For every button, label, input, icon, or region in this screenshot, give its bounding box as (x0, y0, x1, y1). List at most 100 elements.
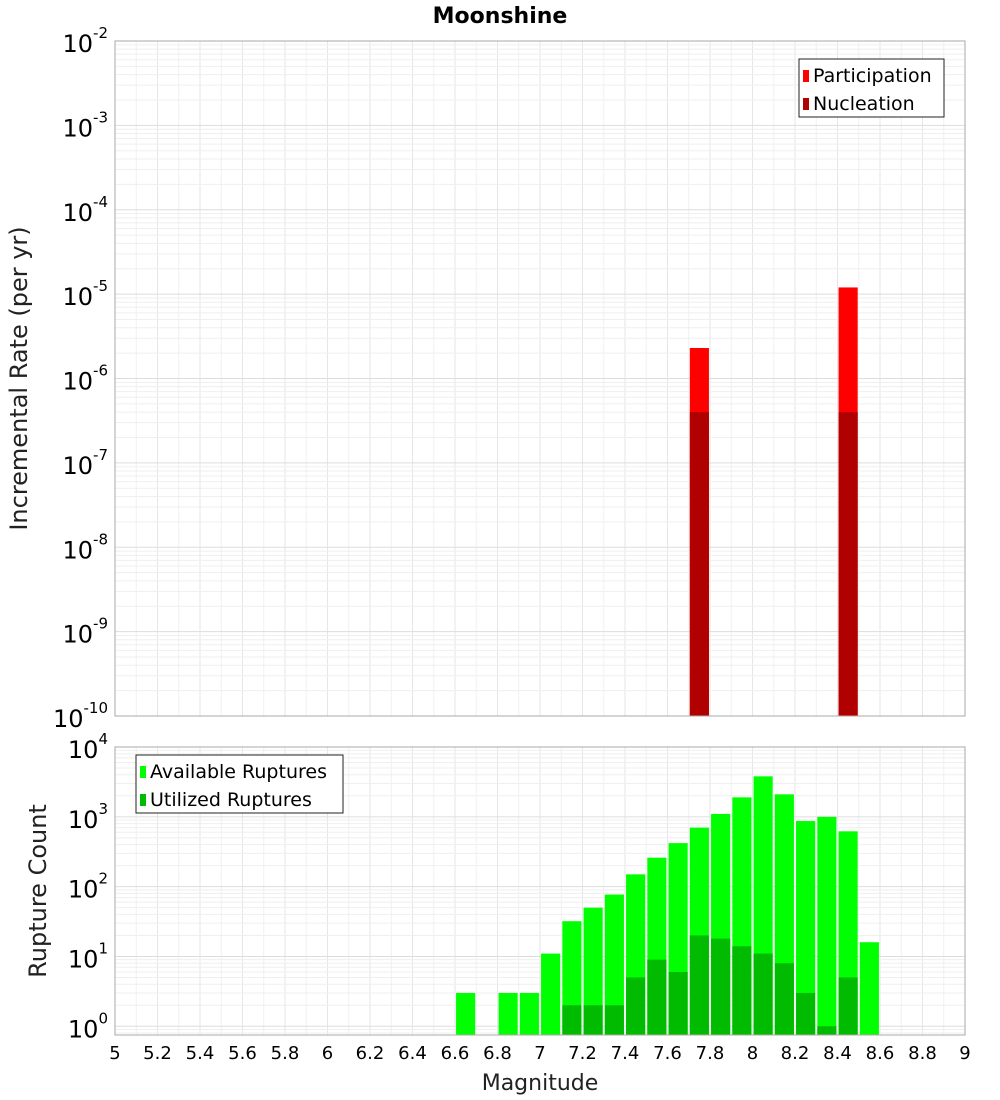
bar (817, 816, 837, 1035)
x-tick-label: 5.2 (143, 1043, 172, 1064)
chart-title: Moonshine (433, 4, 568, 29)
x-tick-label: 5 (109, 1043, 120, 1064)
bar (626, 977, 646, 1035)
bar (604, 1005, 624, 1035)
y-tick-exponent: 1 (98, 939, 108, 957)
bar (796, 821, 816, 1035)
legend-label: Nucleation (813, 93, 915, 115)
x-tick-label: 7.4 (611, 1043, 640, 1064)
x-tick-label: 6.8 (483, 1043, 512, 1064)
bar (583, 907, 603, 1035)
y-tick-base: 10 (62, 452, 93, 480)
y-tick-exponent: -5 (93, 277, 108, 295)
bar (753, 953, 773, 1035)
legend-swatch (803, 98, 809, 110)
y-tick-exponent: 3 (98, 800, 108, 818)
y-tick-exponent: -4 (93, 193, 108, 211)
x-axis-label: Magnitude (482, 1071, 599, 1096)
y-tick-exponent: -8 (93, 530, 108, 548)
y-tick-exponent: -10 (84, 699, 109, 717)
series-nucleation (689, 412, 858, 716)
x-tick-label: 6 (322, 1043, 333, 1064)
y-tick-label: 10-4 (62, 193, 108, 227)
y-tick-label: 100 (68, 1009, 108, 1043)
y-tick-exponent: -9 (93, 615, 108, 633)
bar (583, 1005, 603, 1035)
x-tick-label: 7 (534, 1043, 545, 1064)
y-tick-base: 10 (68, 736, 99, 764)
y-tick-label: 10-2 (62, 24, 108, 58)
y-tick-base: 10 (68, 1015, 99, 1043)
series-utilized-ruptures (562, 935, 858, 1035)
legend: Participation Nucleation (798, 58, 945, 118)
y-tick-label: 104 (68, 730, 108, 764)
y-tick-base: 10 (62, 283, 93, 311)
legend: Available Ruptures Utilized Ruptures (135, 754, 344, 814)
x-tick-label: 7.2 (568, 1043, 597, 1064)
bar (859, 942, 879, 1035)
bar (796, 992, 816, 1035)
y-tick-base: 10 (62, 30, 93, 58)
grid (114, 746, 966, 1035)
y-tick-exponent: 4 (98, 730, 108, 748)
x-tick-label: 5.6 (228, 1043, 257, 1064)
y-axis-label: Incremental Rate (per yr) (5, 226, 33, 530)
y-tick-exponent: -7 (93, 446, 108, 464)
x-tick-label: 6.6 (441, 1043, 470, 1064)
x-tick-label: 5.8 (271, 1043, 300, 1064)
plot-border (114, 40, 966, 717)
y-tick-base: 10 (53, 705, 84, 733)
legend-swatch (803, 70, 809, 82)
y-tick-exponent: -6 (93, 362, 108, 380)
y-tick-exponent: -3 (93, 108, 108, 126)
y-tick-label: 101 (68, 939, 108, 973)
bar (498, 992, 518, 1035)
y-tick-base: 10 (62, 114, 93, 142)
legend-label: Utilized Ruptures (150, 789, 312, 811)
x-tick-label: 8.2 (781, 1043, 810, 1064)
bar (604, 894, 624, 1035)
y-axis-label: Rupture Count (24, 804, 52, 978)
y-tick-label: 102 (68, 870, 108, 904)
grid (114, 40, 966, 717)
x-tick-label: 8.8 (908, 1043, 937, 1064)
legend-swatch (140, 766, 146, 778)
y-tick-exponent: -2 (93, 24, 108, 42)
y-tick-label: 10-6 (62, 362, 108, 396)
x-tick-label: 9 (959, 1043, 970, 1064)
bar (456, 992, 476, 1035)
legend-swatch (140, 794, 146, 806)
legend-box (798, 58, 945, 118)
y-tick-base: 10 (68, 945, 99, 973)
x-tick-label: 6.2 (356, 1043, 385, 1064)
y-tick-base: 10 (62, 368, 93, 396)
panel-1: 10-1010-910-810-710-610-510-410-310-2Inc… (5, 4, 966, 733)
bar (689, 412, 709, 716)
bar (838, 412, 858, 716)
y-tick-label: 10-8 (62, 530, 108, 564)
bar (689, 935, 709, 1035)
x-tick-label: 8.6 (866, 1043, 895, 1064)
y-tick-exponent: 0 (98, 1009, 108, 1027)
plot-border (114, 746, 966, 1036)
y-tick-base: 10 (62, 199, 93, 227)
legend-label: Participation (813, 65, 932, 87)
bar (817, 1026, 837, 1035)
y-tick-label: 10-5 (62, 277, 108, 311)
bar (838, 977, 858, 1035)
legend-box (135, 754, 344, 814)
x-tick-label: 6.4 (398, 1043, 427, 1064)
bar (774, 963, 794, 1035)
bar (541, 953, 561, 1035)
y-tick-label: 10-10 (53, 699, 108, 733)
x-tick-label: 7.6 (653, 1043, 682, 1064)
legend-label: Available Ruptures (150, 761, 327, 783)
y-tick-label: 10-7 (62, 446, 108, 480)
x-tick-label: 7.8 (696, 1043, 725, 1064)
bar (562, 1005, 582, 1035)
bar (519, 992, 539, 1035)
bar (711, 938, 731, 1035)
bar (732, 946, 752, 1035)
